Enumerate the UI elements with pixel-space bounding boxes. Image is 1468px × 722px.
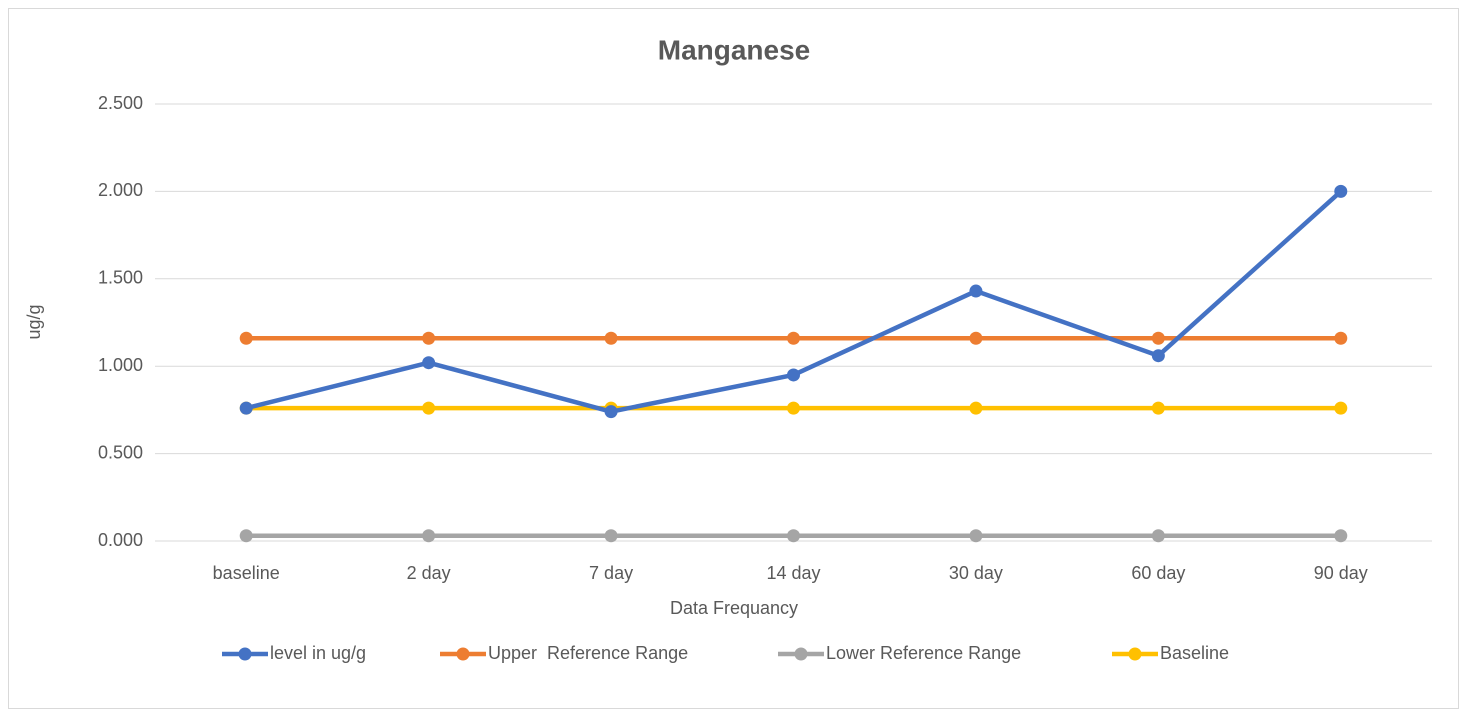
point-marker	[1334, 529, 1348, 543]
x-tick-label: 30 day	[949, 563, 1003, 583]
point-marker	[604, 529, 618, 543]
x-tick-label: 90 day	[1314, 563, 1368, 583]
point-marker	[969, 529, 983, 543]
point-marker	[1334, 184, 1348, 198]
point-marker	[422, 356, 436, 370]
x-tick-label: baseline	[213, 563, 280, 583]
point-marker	[787, 331, 800, 345]
point-marker	[422, 401, 436, 415]
legend-marker	[794, 647, 808, 661]
x-tick-label: 14 day	[766, 563, 820, 583]
point-marker	[1151, 529, 1165, 543]
y-tick-label: 0.000	[98, 530, 143, 550]
point-marker	[787, 401, 800, 415]
point-marker	[239, 331, 253, 345]
point-marker	[1151, 401, 1165, 415]
point-marker	[1334, 331, 1348, 345]
legend-marker	[456, 647, 470, 661]
point-marker	[1334, 401, 1348, 415]
legend-marker	[1128, 647, 1142, 661]
chart-title: Manganese	[658, 34, 811, 65]
legend-label: level in ug/g	[270, 643, 366, 663]
point-marker	[239, 529, 253, 543]
x-tick-label: 60 day	[1131, 563, 1185, 583]
y-axis-label: ug/g	[24, 304, 44, 339]
point-marker	[422, 331, 436, 345]
point-marker	[969, 284, 983, 298]
x-tick-label: 2 day	[407, 563, 451, 583]
point-marker	[787, 529, 800, 543]
chart-border	[8, 8, 1459, 709]
point-marker	[969, 331, 983, 345]
x-axis-label: Data Frequancy	[670, 598, 798, 618]
point-marker	[787, 368, 800, 382]
y-tick-label: 1.000	[98, 355, 143, 375]
point-marker	[239, 401, 253, 415]
point-marker	[604, 331, 618, 345]
y-tick-label: 0.500	[98, 442, 143, 462]
legend-label: Lower Reference Range	[826, 643, 1021, 663]
legend-label: Upper Reference Range	[488, 643, 688, 663]
point-marker	[422, 529, 436, 543]
point-marker	[1151, 331, 1165, 345]
y-tick-label: 2.000	[98, 180, 143, 200]
point-marker	[969, 401, 983, 415]
legend-marker	[238, 647, 252, 661]
y-tick-label: 1.500	[98, 268, 143, 288]
legend-label: Baseline	[1160, 643, 1229, 663]
y-tick-label: 2.500	[98, 93, 143, 113]
point-marker	[604, 405, 618, 419]
point-marker	[1151, 349, 1165, 363]
x-tick-label: 7 day	[589, 563, 633, 583]
